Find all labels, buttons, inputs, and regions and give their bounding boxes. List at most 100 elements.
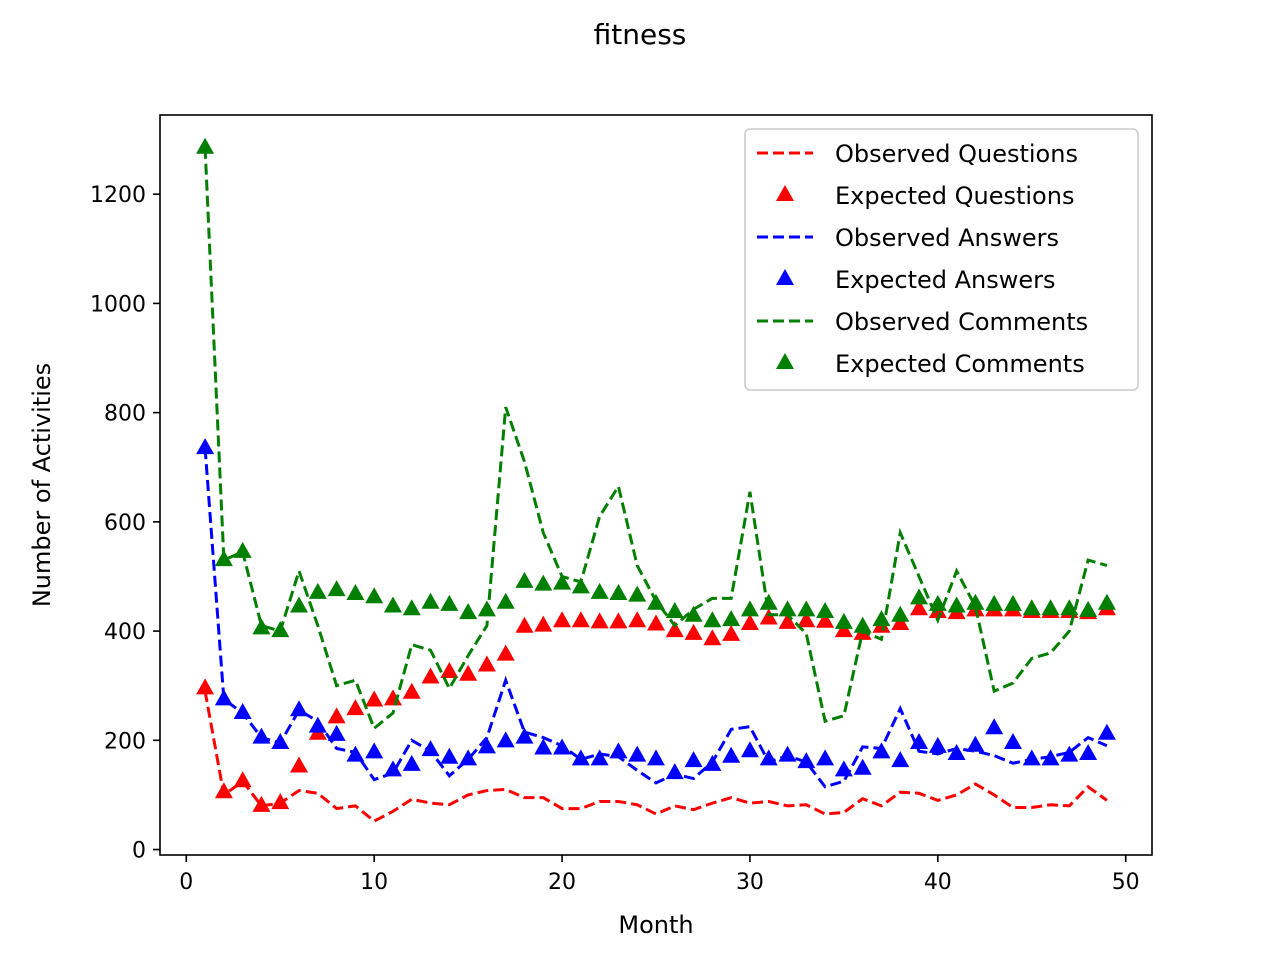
data-point [740, 741, 759, 758]
data-point [816, 611, 835, 628]
data-point [797, 611, 816, 628]
data-point [703, 754, 722, 771]
data-point [1097, 723, 1116, 740]
series-observed-questions [203, 690, 1108, 823]
data-point [346, 745, 365, 762]
x-tick-label: 30 [736, 870, 764, 895]
data-point [590, 749, 609, 766]
data-point [1003, 594, 1022, 611]
data-point [553, 738, 572, 755]
data-point [496, 644, 515, 661]
data-point [872, 742, 891, 759]
y-tick-label: 0 [132, 839, 146, 864]
data-point [196, 678, 215, 695]
series-expected-comments [196, 137, 1116, 638]
data-point [534, 738, 553, 755]
data-point [477, 737, 496, 754]
data-point [684, 605, 703, 622]
data-point [590, 612, 609, 629]
data-point [1097, 593, 1116, 610]
x-tick-label: 50 [1112, 870, 1140, 895]
x-tick-label: 40 [924, 870, 952, 895]
series-line [203, 690, 1108, 823]
legend-item: Expected Comments [776, 350, 1085, 378]
data-point [252, 618, 271, 635]
data-point [459, 664, 478, 681]
data-point [421, 667, 440, 684]
data-point [1022, 599, 1041, 616]
data-point [684, 751, 703, 768]
data-point [966, 735, 985, 752]
data-point [1060, 745, 1079, 762]
data-point [252, 727, 271, 744]
y-tick-label: 600 [104, 511, 146, 536]
data-point [477, 655, 496, 672]
data-point [853, 758, 872, 775]
data-point [196, 438, 215, 455]
data-point [665, 763, 684, 780]
y-axis-label: Number of Activities [28, 363, 56, 607]
data-point [628, 745, 647, 762]
x-tick-label: 0 [179, 870, 193, 895]
data-point [891, 751, 910, 768]
data-point [440, 747, 459, 764]
data-point [910, 599, 929, 616]
y-axis: 0 200 400 600 800 1000 1200 [90, 183, 160, 864]
data-point [759, 593, 778, 610]
data-point [553, 611, 572, 628]
legend-label: Observed Questions [835, 140, 1078, 168]
data-point [910, 588, 929, 605]
data-point [1041, 749, 1060, 766]
legend: Observed Questions Expected Questions Obse… [744, 128, 1139, 391]
x-tick-label: 10 [360, 870, 388, 895]
data-point [684, 623, 703, 640]
data-point [383, 689, 402, 706]
data-point [816, 749, 835, 766]
data-point [891, 605, 910, 622]
data-point [252, 795, 271, 812]
data-point [383, 596, 402, 613]
data-point [365, 690, 384, 707]
legend-swatch [776, 269, 794, 285]
y-tick-label: 800 [104, 402, 146, 427]
data-point [834, 621, 853, 638]
data-point [214, 550, 233, 567]
data-point [308, 716, 327, 733]
data-point [910, 733, 929, 750]
data-point [233, 703, 252, 720]
data-point [290, 756, 309, 773]
data-point [383, 760, 402, 777]
data-point [421, 592, 440, 609]
series-expected-answers [196, 438, 1116, 780]
data-point [271, 733, 290, 750]
data-point [365, 742, 384, 759]
data-point [327, 580, 346, 597]
data-point [1003, 733, 1022, 750]
data-point [290, 700, 309, 717]
data-point [609, 583, 628, 600]
data-point [534, 574, 553, 591]
data-point [759, 749, 778, 766]
data-point [834, 760, 853, 777]
data-point [872, 610, 891, 627]
legend-swatch [776, 185, 794, 201]
data-point [703, 629, 722, 646]
data-point [628, 611, 647, 628]
plot-area [196, 137, 1116, 823]
data-point [214, 689, 233, 706]
data-point [985, 718, 1004, 735]
data-point [891, 613, 910, 630]
data-point [515, 616, 534, 633]
legend-item: Observed Questions [757, 140, 1078, 168]
data-point [985, 594, 1004, 611]
data-point [571, 611, 590, 628]
data-point [365, 587, 384, 604]
plot-frame [159, 114, 1153, 856]
legend-item: Expected Answers [776, 266, 1056, 294]
data-point [722, 746, 741, 763]
data-point [440, 662, 459, 679]
data-point [308, 582, 327, 599]
data-point [816, 601, 835, 618]
data-point [496, 592, 515, 609]
